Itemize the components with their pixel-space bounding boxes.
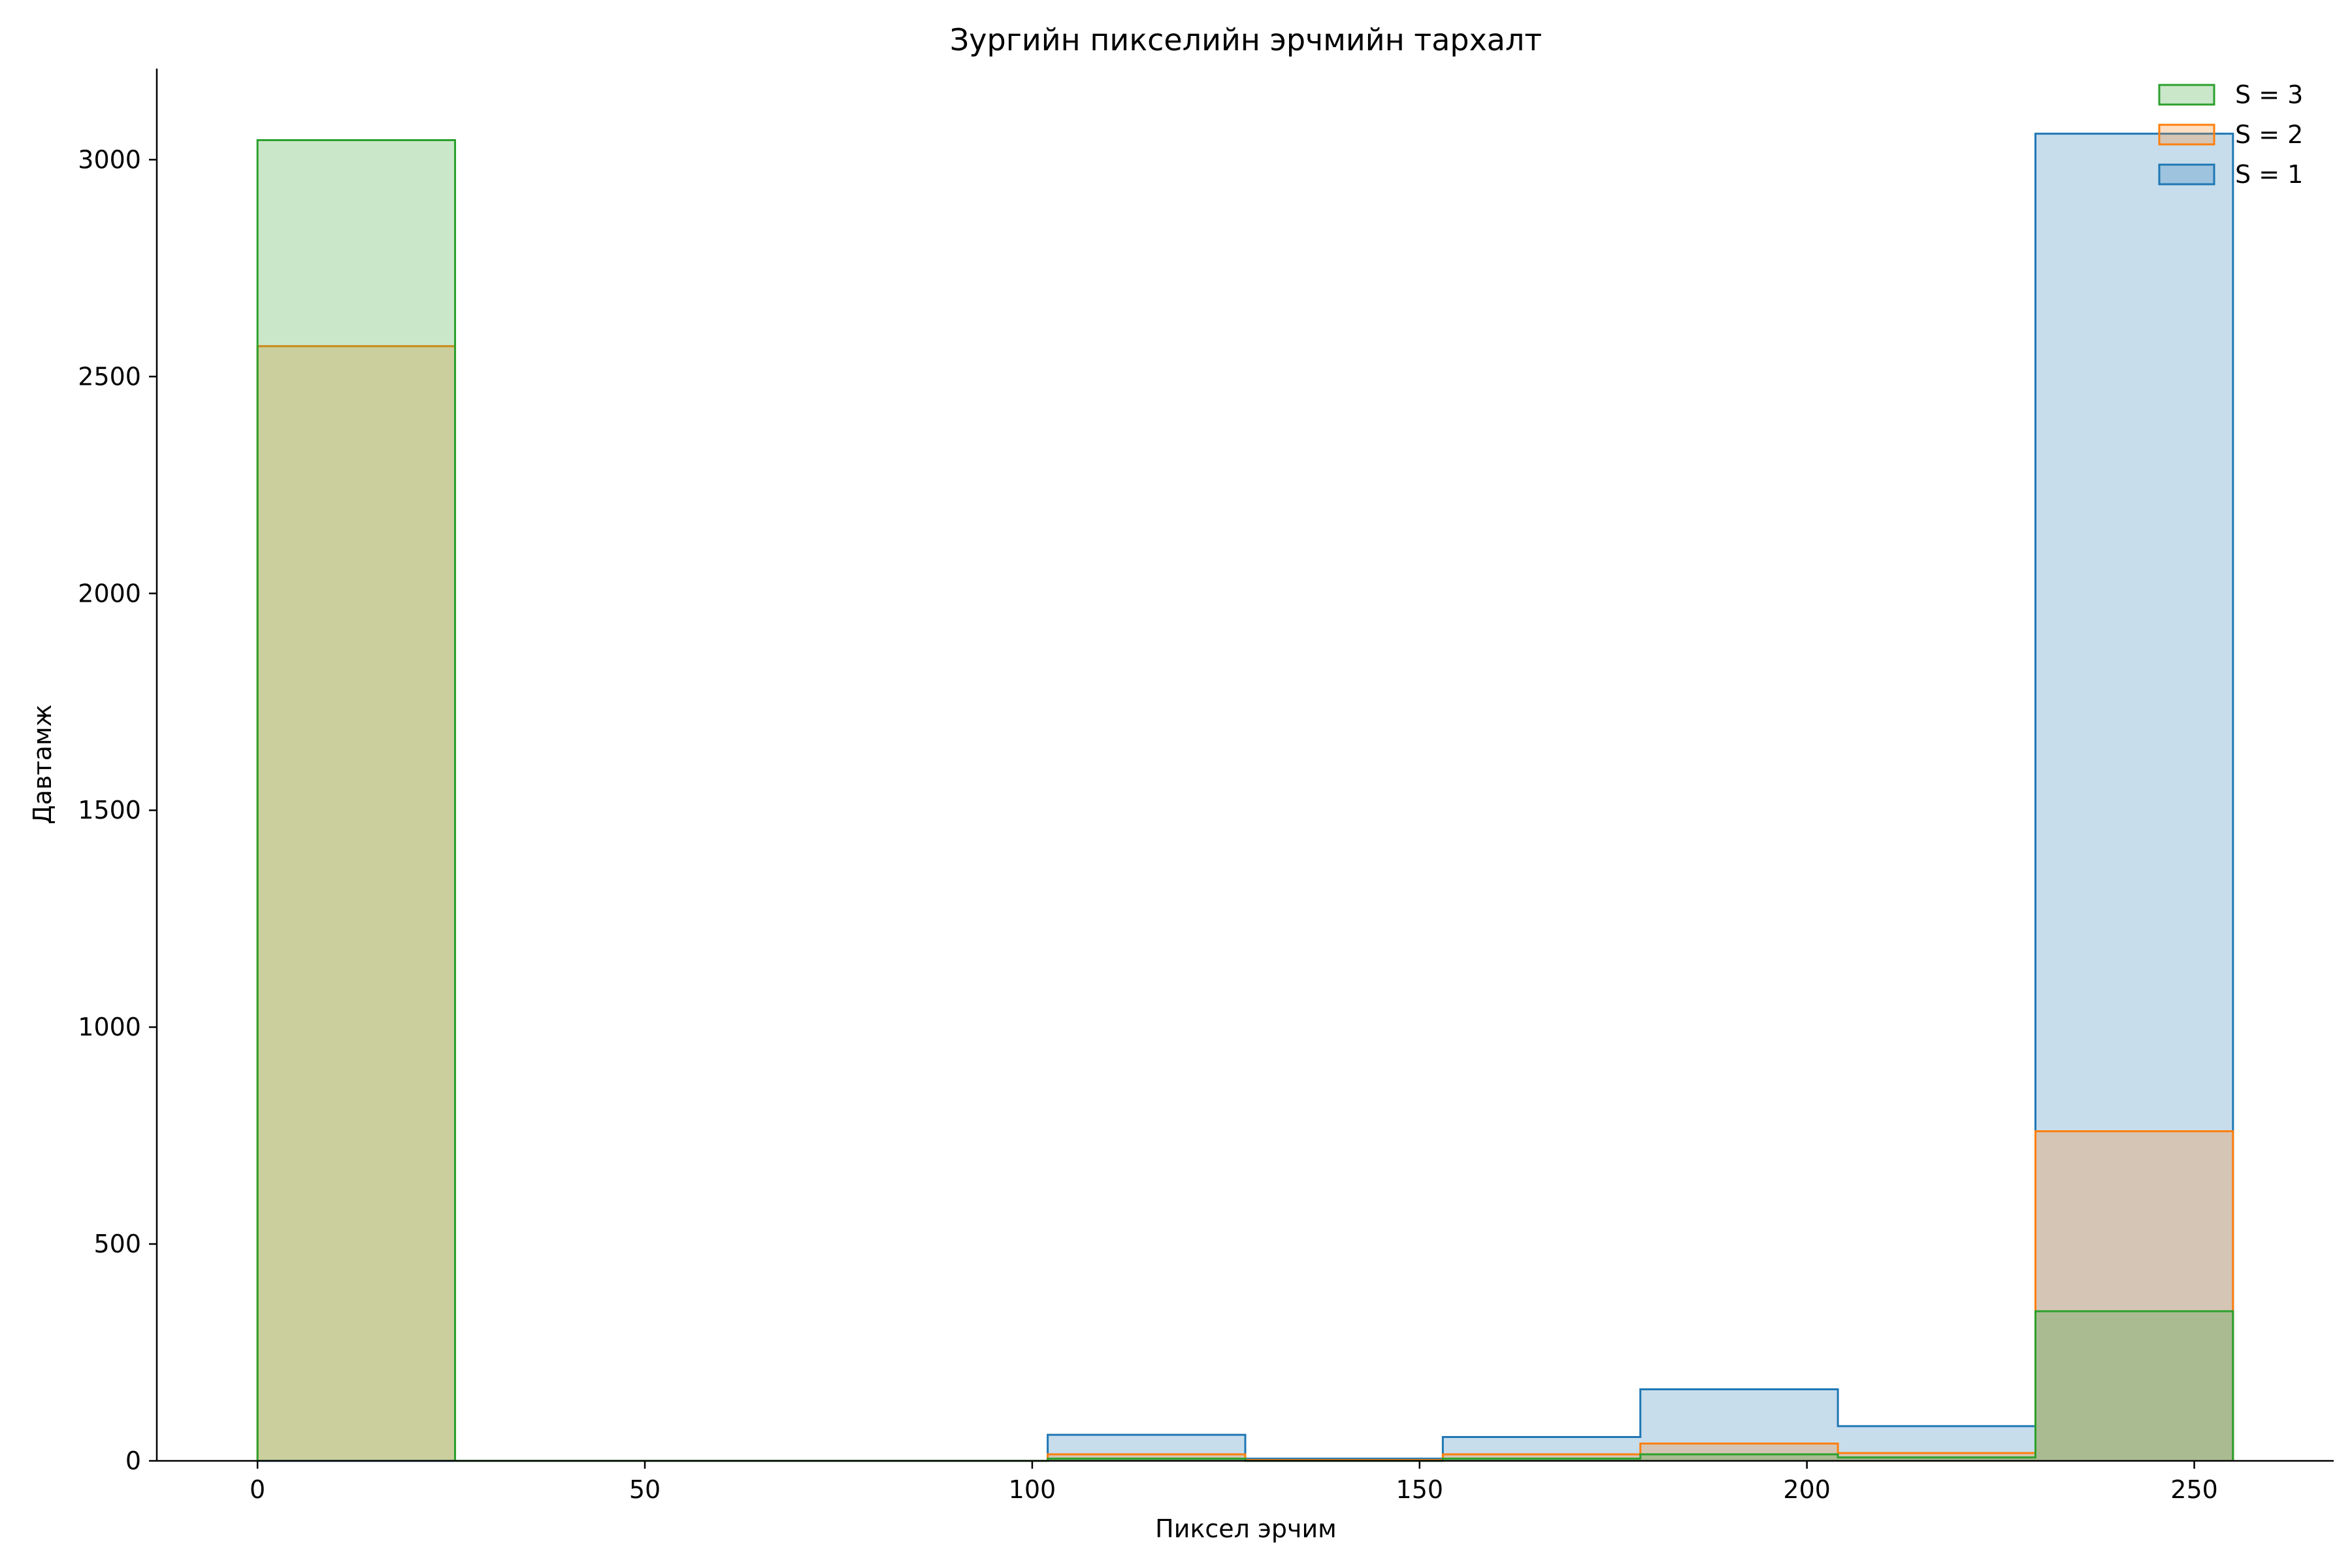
x-tick-label: 150 xyxy=(1396,1475,1444,1504)
histogram-step-line xyxy=(257,133,2234,1462)
x-tick-label: 100 xyxy=(1009,1475,1056,1504)
x-tick-label: 200 xyxy=(1783,1475,1831,1504)
legend-label: S = 2 xyxy=(2235,120,2303,149)
series-1-group xyxy=(256,139,2234,1462)
histogram-bar xyxy=(1838,1457,2036,1461)
histogram-bar xyxy=(1838,1426,2036,1461)
histogram-bar xyxy=(2035,133,2233,1461)
legend-swatch xyxy=(2158,163,2215,186)
histogram-bar xyxy=(1443,1458,1641,1461)
legend-item: S = 3 xyxy=(2158,80,2303,109)
legend-swatch xyxy=(2158,84,2215,106)
y-tick-label: 2500 xyxy=(78,362,141,391)
histogram-bar xyxy=(1047,1435,1245,1461)
histogram-bar xyxy=(1640,1389,1838,1461)
x-tick-label: 0 xyxy=(250,1475,265,1504)
series-2-group xyxy=(256,345,2234,1462)
legend-label: S = 1 xyxy=(2235,160,2303,189)
series-3-group xyxy=(257,133,2234,1462)
histogram-bar xyxy=(1640,1454,1838,1461)
histogram-bar xyxy=(1047,1454,1245,1461)
x-tick-label: 50 xyxy=(629,1475,661,1504)
y-axis-label: Давтамж xyxy=(28,704,57,825)
plot-area xyxy=(256,133,2234,1462)
histogram-step-line xyxy=(256,139,2234,1462)
legend-item: S = 1 xyxy=(2158,160,2303,189)
histogram-bar xyxy=(2035,1311,2233,1461)
chart-title: Зургийн пикселийн эрчмийн тархалт xyxy=(950,22,1542,57)
x-tick-label: 250 xyxy=(2170,1475,2218,1504)
histogram-step-line xyxy=(256,345,2234,1462)
histogram-bar xyxy=(2035,1131,2233,1461)
histogram-bar xyxy=(257,346,455,1461)
y-tick-label: 2000 xyxy=(78,579,141,608)
y-tick-label: 3000 xyxy=(78,145,141,174)
histogram-bar xyxy=(1640,1443,1838,1461)
legend-swatch xyxy=(2158,123,2215,146)
histogram-bar xyxy=(257,140,455,1462)
legend-item: S = 2 xyxy=(2158,120,2303,149)
legend-label: S = 3 xyxy=(2235,80,2303,109)
y-tick-label: 0 xyxy=(125,1446,141,1475)
y-tick-label: 500 xyxy=(93,1230,141,1258)
y-tick-label: 1000 xyxy=(78,1013,141,1041)
x-axis-label: Пиксел эрчим xyxy=(1155,1514,1337,1543)
histogram-bar xyxy=(1047,1458,1245,1461)
histogram-bar xyxy=(1443,1454,1641,1461)
y-tick-label: 1500 xyxy=(78,796,141,825)
histogram-bar xyxy=(1443,1437,1641,1461)
legend: S = 3 S = 2 S = 1 xyxy=(2158,80,2303,189)
